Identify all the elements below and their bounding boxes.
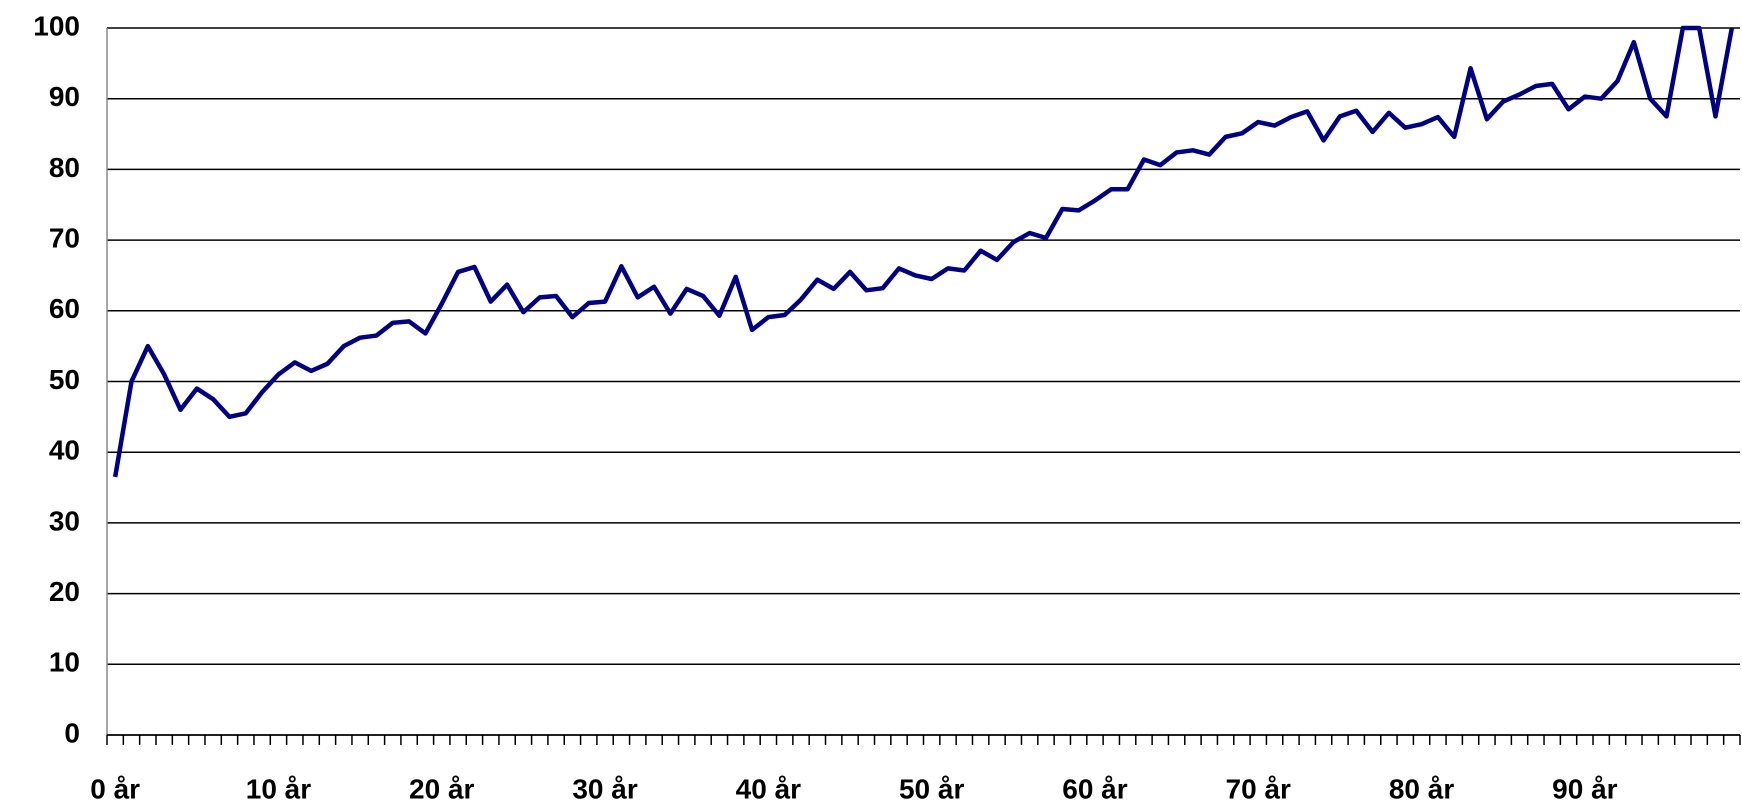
y-tick-label: 90: [49, 81, 80, 112]
x-tick-label: 90 år: [1552, 773, 1617, 804]
y-tick-label: 100: [33, 10, 80, 41]
y-tick-label: 20: [49, 576, 80, 607]
x-tick-label: 20 år: [409, 773, 474, 804]
x-tick-label: 30 år: [572, 773, 637, 804]
y-tick-label: 40: [49, 435, 80, 466]
y-tick-label: 70: [49, 222, 80, 253]
y-tick-label: 80: [49, 152, 80, 183]
series-line: [112, 25, 1735, 478]
x-tick-label: 80 år: [1389, 773, 1454, 804]
x-tick-label: 70 år: [1226, 773, 1291, 804]
x-tick-label: 60 år: [1062, 773, 1127, 804]
y-tick-label: 0: [64, 717, 80, 748]
y-tick-label: 10: [49, 647, 80, 678]
y-tick-label: 30: [49, 505, 80, 536]
x-tick-label: 0 år: [90, 773, 140, 804]
x-tick-label: 50 år: [899, 773, 964, 804]
x-tick-label: 10 år: [246, 773, 311, 804]
y-tick-label: 60: [49, 293, 80, 324]
y-tick-label: 50: [49, 364, 80, 395]
x-tick-label: 40 år: [736, 773, 801, 804]
